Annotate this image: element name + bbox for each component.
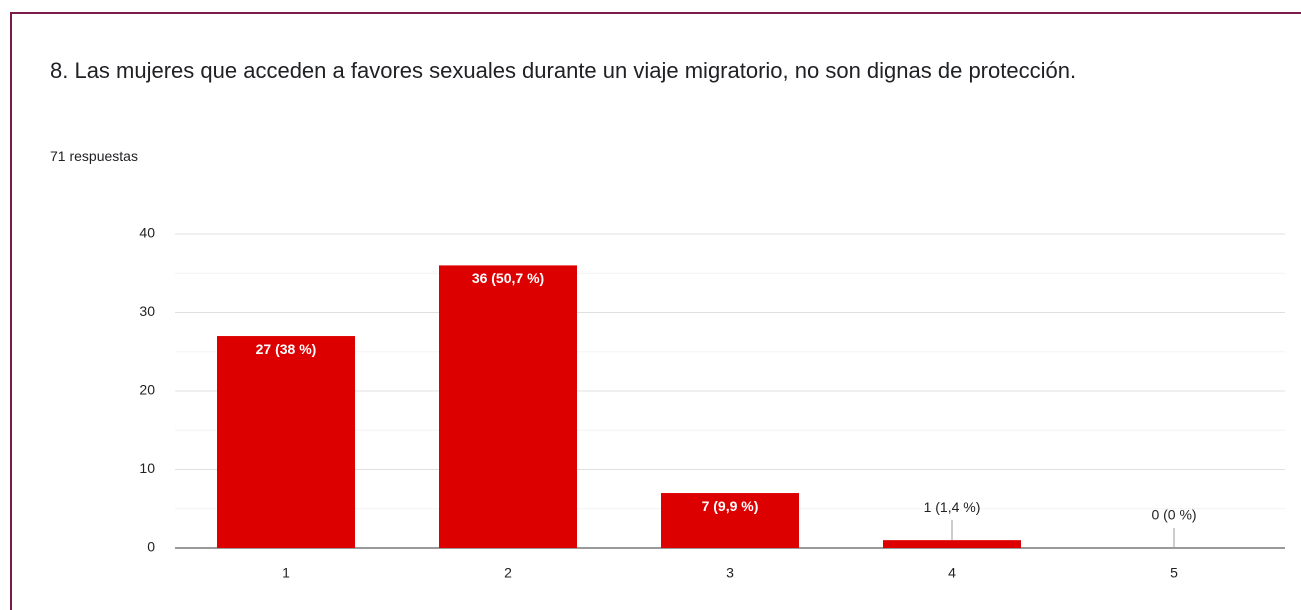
bar	[661, 493, 799, 548]
data-label: 36 (50,7 %)	[472, 270, 544, 286]
x-tick-label: 5	[1170, 565, 1178, 581]
x-tick-label: 1	[282, 565, 290, 581]
data-label: 27 (38 %)	[256, 341, 317, 357]
x-tick-label: 4	[948, 565, 956, 581]
data-label: 1 (1,4 %)	[924, 499, 981, 515]
bar	[883, 540, 1021, 548]
y-tick-label: 10	[139, 460, 155, 476]
card-border	[10, 12, 1301, 610]
y-tick-label: 40	[139, 225, 155, 241]
data-label: 0 (0 %)	[1151, 507, 1196, 523]
y-tick-label: 30	[139, 303, 155, 319]
y-tick-label: 0	[147, 539, 155, 555]
x-tick-label: 2	[504, 565, 512, 581]
x-tick-label: 3	[726, 565, 734, 581]
chart-title: 8. Las mujeres que acceden a favores sex…	[50, 58, 1077, 83]
data-label: 7 (9,9 %)	[702, 498, 759, 514]
bar	[217, 336, 355, 548]
y-tick-label: 20	[139, 382, 155, 398]
bar	[439, 265, 577, 548]
response-count: 71 respuestas	[50, 148, 138, 164]
